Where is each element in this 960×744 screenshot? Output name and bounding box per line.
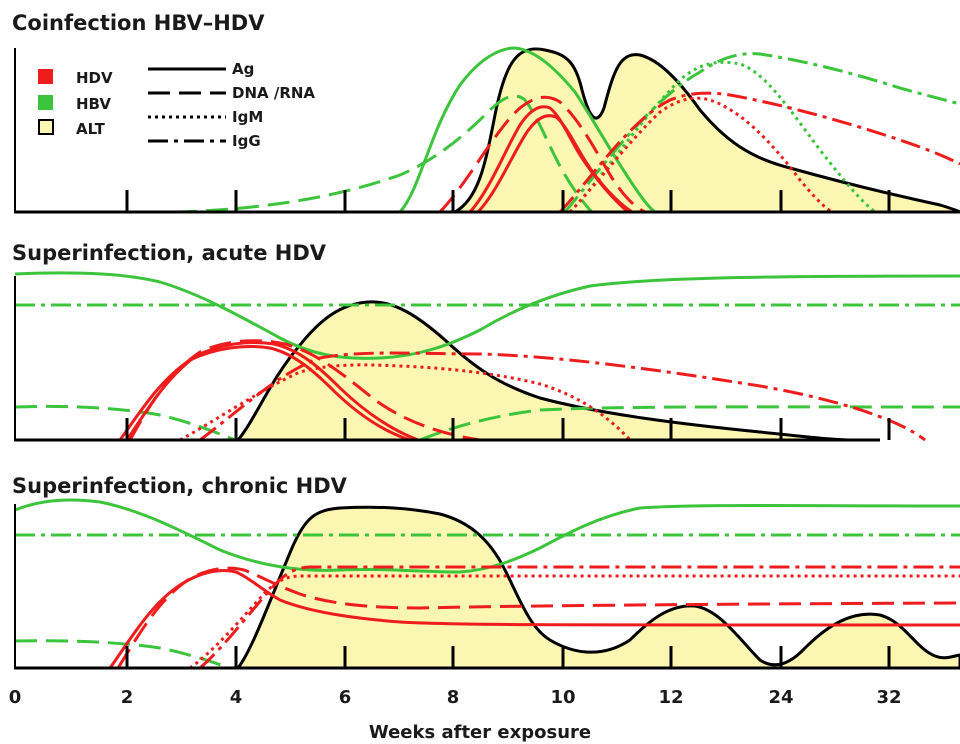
hbv-ag-acute — [14, 271, 960, 360]
x-tick-label: 2 — [121, 687, 134, 708]
legend-label-hdv: HDV — [76, 69, 113, 87]
hbv-ag-coinfection — [398, 46, 656, 214]
x-tick-label: 24 — [768, 687, 793, 708]
hdv-rna-chronic — [116, 566, 960, 669]
hdv-igg-acute — [199, 351, 926, 442]
x-tick-label: 0 — [9, 687, 22, 708]
hbv-igg-coinfection — [563, 52, 960, 213]
hdv-igg-chronic — [199, 565, 960, 670]
hdv-rna-coinfection — [438, 95, 646, 214]
ticks-chronic — [125, 646, 891, 668]
legend-label-dna: DNA /RNA — [232, 84, 315, 102]
hdv-igm-coinfection — [568, 96, 833, 214]
panel-title-acute: Superinfection, acute HDV — [12, 241, 327, 265]
alt-area-chronic — [234, 505, 960, 670]
ticks-coinfection — [125, 190, 891, 212]
legend-swatch-hdv — [38, 69, 53, 84]
hdv-ag-coinfection-2 — [476, 114, 633, 214]
hdv-ag-acute — [118, 345, 411, 442]
x-axis-label: Weeks after exposure — [369, 722, 591, 743]
panel-superinfection-chronic: Superinfection, chronic HDV 0 2 — [9, 474, 960, 743]
x-tick-labels: 0 2 4 6 8 10 12 24 32 — [9, 687, 902, 708]
hbv-dna-coinfection — [174, 94, 594, 214]
legend-label-igg: IgG — [232, 132, 261, 150]
x-tick-label: 10 — [550, 687, 575, 708]
legend-label-alt: ALT — [76, 120, 106, 138]
panel-title-coinfection: Coinfection HBV–HDV — [12, 11, 265, 35]
hbv-ag-chronic — [14, 498, 960, 574]
ticks-acute — [125, 418, 891, 440]
x-tick-label: 6 — [339, 687, 352, 708]
hdv-rna-acute — [128, 339, 481, 442]
x-tick-label: 4 — [230, 687, 243, 708]
legend-label-ag: Ag — [232, 60, 254, 78]
legend-swatch-alt — [38, 119, 54, 135]
legend-swatch-hbv — [38, 95, 53, 110]
legend-label-igm: IgM — [232, 108, 263, 126]
legend-label-hbv: HBV — [76, 95, 111, 113]
x-tick-label: 8 — [447, 687, 460, 708]
hdv-igm-chronic — [189, 574, 960, 670]
x-tick-label: 12 — [658, 687, 683, 708]
hbv-dna-acute-end — [419, 405, 960, 442]
x-tick-label: 32 — [876, 687, 901, 708]
alt-area-acute — [234, 300, 851, 442]
panel-title-chronic: Superinfection, chronic HDV — [12, 474, 348, 498]
panel-coinfection: Coinfection HBV–HDV HDV — [12, 11, 960, 214]
hdv-igg-coinfection — [558, 91, 960, 214]
hbv-igm-coinfection — [568, 60, 876, 214]
legend: HDV HBV ALT Ag DNA /RNA IgM IgG — [38, 60, 315, 150]
panel-superinfection-acute: Superinfection, acute HDV — [12, 241, 960, 442]
alt-area-coinfection — [449, 47, 960, 214]
